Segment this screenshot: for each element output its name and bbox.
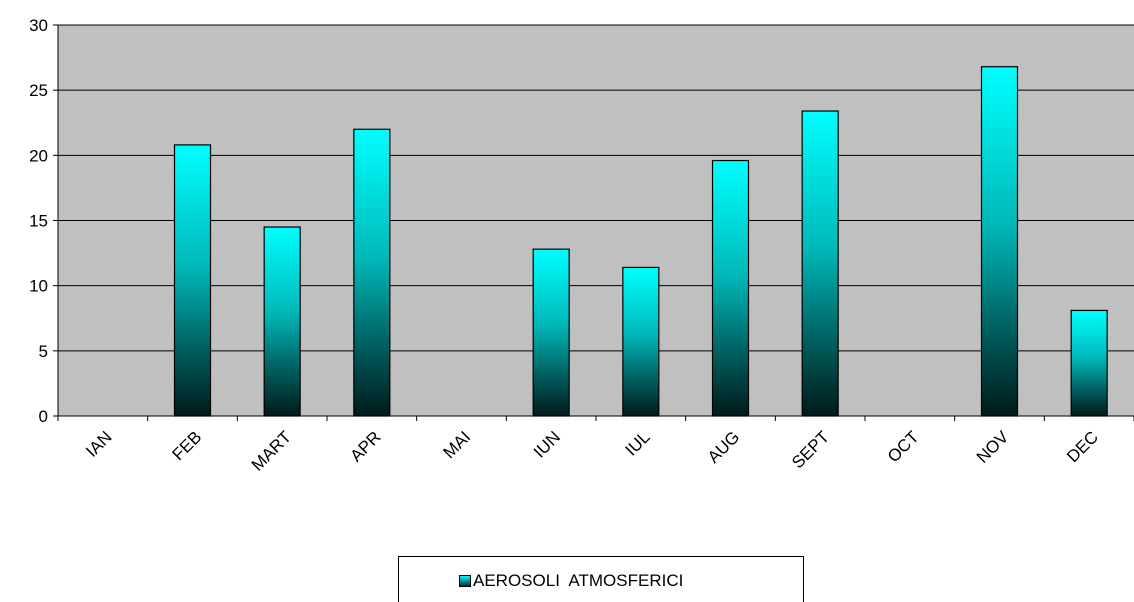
x-tick-label: DEC [1063, 427, 1102, 466]
x-tick-label: AUG [704, 427, 743, 466]
legend: AEROSOLI ATMOSFERICI [398, 556, 804, 602]
x-tick-label: APR [347, 427, 385, 465]
bar-aug [711, 159, 750, 417]
bar-iul [622, 266, 660, 417]
x-tick-label: IAN [82, 427, 115, 460]
x-tick-label: FEB [169, 427, 206, 464]
y-tick-label: 20 [29, 146, 48, 165]
y-tick-label: 25 [29, 81, 48, 100]
x-tick-label: NOV [973, 427, 1013, 467]
x-tick-label: MART [248, 427, 295, 474]
bar-mart [263, 226, 301, 417]
legend-swatch [459, 575, 471, 587]
legend-label: AEROSOLI ATMOSFERICI [473, 571, 684, 590]
bar-apr [353, 128, 391, 417]
x-tick-label: SEPT [788, 427, 833, 472]
y-tick-label: 15 [29, 212, 48, 231]
x-tick-label: MAI [440, 427, 475, 462]
x-tick-label: IUL [622, 427, 654, 459]
bar-iun [532, 248, 570, 417]
bar-nov [980, 66, 1019, 417]
y-tick-label: 10 [29, 277, 48, 296]
bar-feb [173, 144, 212, 417]
y-tick-label: 5 [39, 342, 48, 361]
x-tick-label: OCT [884, 427, 923, 466]
y-tick-label: 0 [39, 407, 48, 426]
x-tick-label: IUN [530, 427, 564, 461]
y-tick-label: 30 [29, 16, 48, 35]
bar-dec [1070, 309, 1108, 417]
bar-sept [801, 110, 839, 417]
